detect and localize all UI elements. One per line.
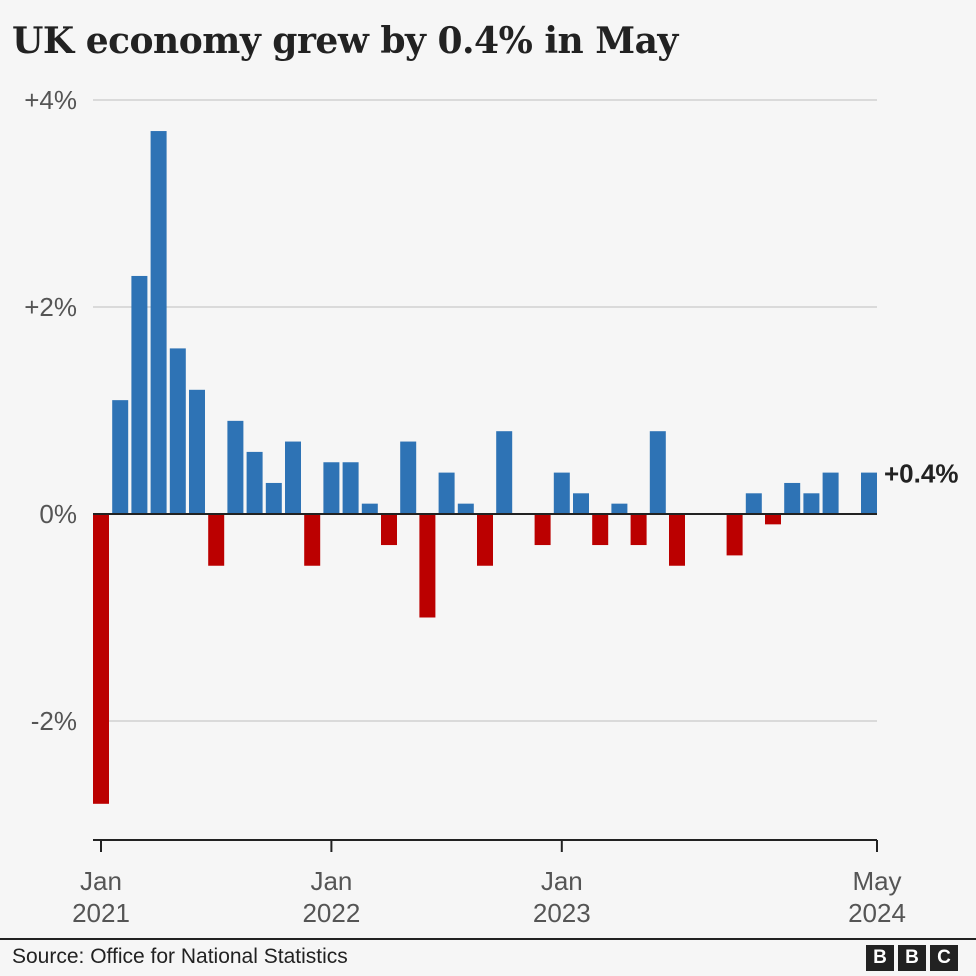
bbc-logo: B B C [866, 945, 958, 971]
y-tick-label: +4% [24, 85, 77, 115]
bbc-logo-b1: B [866, 945, 894, 971]
bar-jun-2023 [649, 431, 666, 514]
bar-oct-2023 [726, 514, 743, 556]
x-tick-label-year: 2023 [533, 898, 591, 928]
bar-oct-2021 [265, 482, 282, 514]
bar-jan-2022 [323, 462, 340, 514]
bar-jan-2021 [93, 514, 109, 804]
bar-nov-2021 [285, 441, 301, 514]
x-tick-label-month: May [852, 866, 901, 896]
bar-jul-2022 [438, 472, 455, 514]
bar-dec-2022 [534, 514, 551, 546]
bar-dec-2021 [304, 514, 321, 566]
bar-chart: +4%+2%0%-2%Jan2021Jan2022Jan2023May2024+… [24, 85, 958, 928]
bar-sep-2022 [477, 514, 493, 566]
bar-feb-2024 [803, 493, 820, 514]
bar-jan-2023 [553, 472, 570, 514]
x-tick-label-month: Jan [310, 866, 352, 896]
bar-jun-2022 [419, 514, 436, 618]
bar-mar-2023 [592, 514, 609, 546]
bar-nov-2023 [745, 493, 762, 514]
bar-sep-2021 [246, 451, 263, 514]
y-tick-label: -2% [31, 706, 77, 736]
footer-divider [0, 938, 976, 940]
bar-dec-2023 [765, 514, 781, 525]
bbc-logo-b2: B [898, 945, 926, 971]
bar-apr-2022 [381, 514, 397, 546]
bar-oct-2022 [496, 431, 513, 514]
bar-feb-2023 [573, 493, 589, 514]
bar-mar-2021 [131, 275, 148, 514]
y-tick-label: 0% [39, 499, 77, 529]
bar-may-2024 [861, 472, 877, 514]
bar-aug-2021 [227, 420, 244, 514]
x-tick-label-month: Jan [541, 866, 583, 896]
x-tick-label-year: 2021 [72, 898, 130, 928]
x-tick-label-year: 2022 [302, 898, 360, 928]
bbc-logo-c: C [930, 945, 958, 971]
bar-jan-2024 [784, 482, 801, 514]
bar-may-2022 [400, 441, 417, 514]
bar-may-2021 [169, 348, 186, 514]
y-tick-label: +2% [24, 292, 77, 322]
bar-mar-2024 [822, 472, 839, 514]
source-note: Source: Office for National Statistics [12, 945, 348, 968]
bar-apr-2023 [611, 503, 628, 514]
bar-apr-2021 [150, 131, 167, 515]
chart-title: UK economy grew by 0.4% in May [12, 20, 678, 62]
bar-aug-2022 [457, 503, 474, 514]
x-tick-label-month: Jan [80, 866, 122, 896]
bar-jul-2021 [208, 514, 225, 566]
bar-jun-2021 [189, 389, 205, 514]
bar-feb-2021 [112, 400, 129, 514]
bar-jul-2023 [669, 514, 685, 566]
bar-feb-2022 [342, 462, 359, 514]
bar-may-2023 [630, 514, 647, 546]
bar-mar-2022 [361, 503, 378, 514]
x-tick-label-year: 2024 [848, 898, 906, 928]
latest-value-annotation: +0.4% [884, 459, 958, 489]
